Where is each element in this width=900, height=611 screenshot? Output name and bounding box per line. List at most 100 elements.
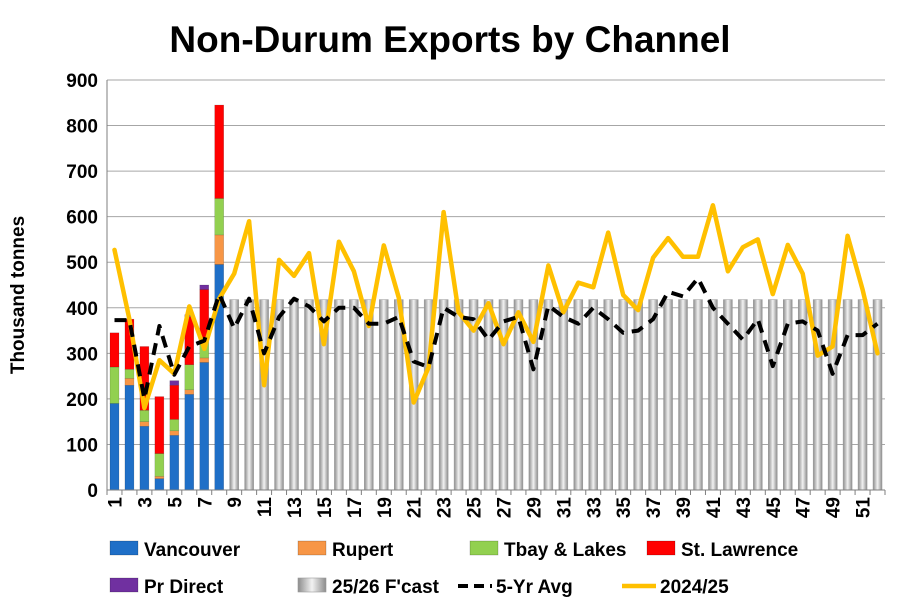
forecast-bar-45 bbox=[768, 299, 778, 491]
legend-label-st-lawrence: St. Lawrence bbox=[681, 540, 798, 561]
x-tick-3: 3 bbox=[135, 497, 156, 508]
bar-pr-direct-wk5 bbox=[169, 380, 180, 386]
forecast-bar-23 bbox=[438, 299, 449, 491]
x-tick-17: 17 bbox=[345, 497, 366, 518]
forecast-bar-30 bbox=[543, 299, 554, 491]
chart-title: Non-Durum Exports by Channel bbox=[169, 19, 730, 60]
legend-label-tbay-lakes: Tbay & Lakes bbox=[504, 540, 627, 561]
bar-rupert-wk7 bbox=[199, 357, 209, 363]
x-tick-37: 37 bbox=[644, 497, 665, 518]
forecast-bar-14 bbox=[304, 299, 314, 491]
x-tick-43: 43 bbox=[734, 497, 755, 518]
legend-swatch-pr-direct bbox=[109, 577, 139, 593]
forecast-bars bbox=[229, 299, 883, 491]
forecast-bar-38 bbox=[663, 299, 673, 491]
y-tick-600: 600 bbox=[66, 208, 98, 229]
y-axis-label: Thousand tonnes bbox=[8, 216, 29, 374]
y-tick-400: 400 bbox=[66, 299, 98, 320]
bar-rupert-wk8 bbox=[214, 234, 224, 265]
bar-rupert-wk3 bbox=[139, 421, 150, 427]
bar-vancouver-wk3 bbox=[139, 425, 150, 491]
x-tick-19: 19 bbox=[375, 497, 396, 518]
forecast-bar-26 bbox=[483, 299, 494, 491]
x-tick-33: 33 bbox=[584, 497, 605, 518]
legend-label-25-26-f-cast: 25/26 F'cast bbox=[332, 577, 440, 598]
forecast-bar-39 bbox=[678, 299, 688, 491]
forecast-bar-27 bbox=[498, 299, 509, 491]
forecast-bar-24 bbox=[453, 299, 464, 491]
legend-swatch-25-26-f-cast bbox=[297, 577, 327, 593]
forecast-bar-12 bbox=[274, 299, 284, 491]
forecast-bar-34 bbox=[603, 299, 613, 491]
forecast-bar-43 bbox=[738, 299, 748, 491]
legend-swatch-rupert bbox=[297, 540, 327, 556]
x-tick-15: 15 bbox=[315, 497, 336, 519]
x-tick-23: 23 bbox=[435, 497, 456, 518]
forecast-bar-51 bbox=[857, 299, 868, 491]
legend-label-pr-direct: Pr Direct bbox=[144, 577, 224, 598]
y-tick-100: 100 bbox=[66, 435, 98, 456]
x-tick-labels: 1 3 5 7 9 11 13 15 17 19 21 23 25 27 29 31 33 35 37 39 41 43 4… bbox=[105, 497, 874, 519]
bar-pr-direct-wk7 bbox=[199, 284, 209, 290]
line-2024-25 bbox=[112, 203, 880, 411]
x-tick-7: 7 bbox=[195, 497, 216, 508]
forecast-bar-37 bbox=[648, 299, 658, 491]
bar-rupert-wk2 bbox=[124, 378, 135, 386]
bar-vancouver-wk7 bbox=[199, 362, 209, 491]
y-tick-900: 900 bbox=[66, 71, 98, 92]
bar-tbay-lakes-wk5 bbox=[169, 419, 180, 432]
bar-tbay-lakes-wk3 bbox=[139, 410, 150, 422]
x-tick-13: 13 bbox=[285, 497, 306, 518]
x-tick-1: 1 bbox=[105, 497, 126, 508]
forecast-bar-42 bbox=[723, 299, 733, 491]
legend-label-2024-25: 2024/25 bbox=[660, 577, 729, 598]
x-tick-5: 5 bbox=[165, 497, 186, 508]
y-tick-200: 200 bbox=[66, 390, 98, 411]
x-tick-39: 39 bbox=[674, 497, 695, 518]
forecast-bar-13 bbox=[289, 299, 299, 491]
y-tick-labels: 0 100 200 300 400 500 600 700 800 900 bbox=[66, 71, 98, 502]
line-5-yr-avg bbox=[114, 276, 879, 401]
forecast-bar-40 bbox=[693, 299, 703, 491]
x-tick-31: 31 bbox=[554, 497, 575, 519]
bar-tbay-lakes-wk4 bbox=[154, 453, 165, 477]
y-tick-800: 800 bbox=[66, 117, 98, 138]
forecast-bar-16 bbox=[334, 299, 344, 491]
bar-vancouver-wk4 bbox=[154, 478, 165, 491]
x-tick-49: 49 bbox=[824, 497, 845, 518]
x-tick-25: 25 bbox=[465, 497, 486, 519]
forecast-bar-50 bbox=[842, 299, 853, 491]
bar-tbay-lakes-wk1 bbox=[109, 366, 120, 404]
x-tick-45: 45 bbox=[764, 497, 785, 519]
y-tick-500: 500 bbox=[66, 253, 98, 274]
series-lines bbox=[112, 203, 880, 411]
forecast-bar-32 bbox=[573, 299, 584, 491]
x-tick-27: 27 bbox=[494, 497, 515, 518]
forecast-bar-17 bbox=[349, 299, 359, 491]
x-tick-41: 41 bbox=[704, 497, 725, 519]
x-tick-9: 9 bbox=[225, 497, 246, 508]
y-tick-700: 700 bbox=[66, 162, 98, 183]
y-tick-300: 300 bbox=[66, 344, 98, 365]
x-tick-51: 51 bbox=[854, 497, 875, 519]
bar-st-lawrence-wk1 bbox=[109, 332, 120, 368]
forecast-bar-10 bbox=[244, 299, 254, 491]
legend-label-rupert: Rupert bbox=[332, 540, 394, 561]
legend-label-vancouver: Vancouver bbox=[144, 540, 241, 561]
forecast-bar-31 bbox=[558, 299, 569, 491]
bar-tbay-lakes-wk6 bbox=[184, 364, 195, 391]
x-tick-47: 47 bbox=[794, 497, 815, 518]
axes bbox=[106, 80, 886, 495]
bar-st-lawrence-wk5 bbox=[169, 384, 180, 420]
legend-swatch-tbay-lakes bbox=[469, 540, 499, 556]
x-tick-21: 21 bbox=[405, 497, 426, 519]
legend: Vancouver Rupert Tbay & Lakes St. Lawrence P… bbox=[109, 540, 798, 598]
bar-st-lawrence-wk4 bbox=[154, 396, 165, 454]
x-tick-11: 11 bbox=[255, 497, 276, 518]
bar-tbay-lakes-wk2 bbox=[124, 369, 135, 379]
legend-label-5-yr-avg: 5-Yr Avg bbox=[496, 577, 573, 598]
y-tick-0: 0 bbox=[87, 481, 98, 502]
bar-vancouver-wk1 bbox=[109, 403, 120, 491]
legend-swatch-st-lawrence bbox=[646, 540, 676, 556]
